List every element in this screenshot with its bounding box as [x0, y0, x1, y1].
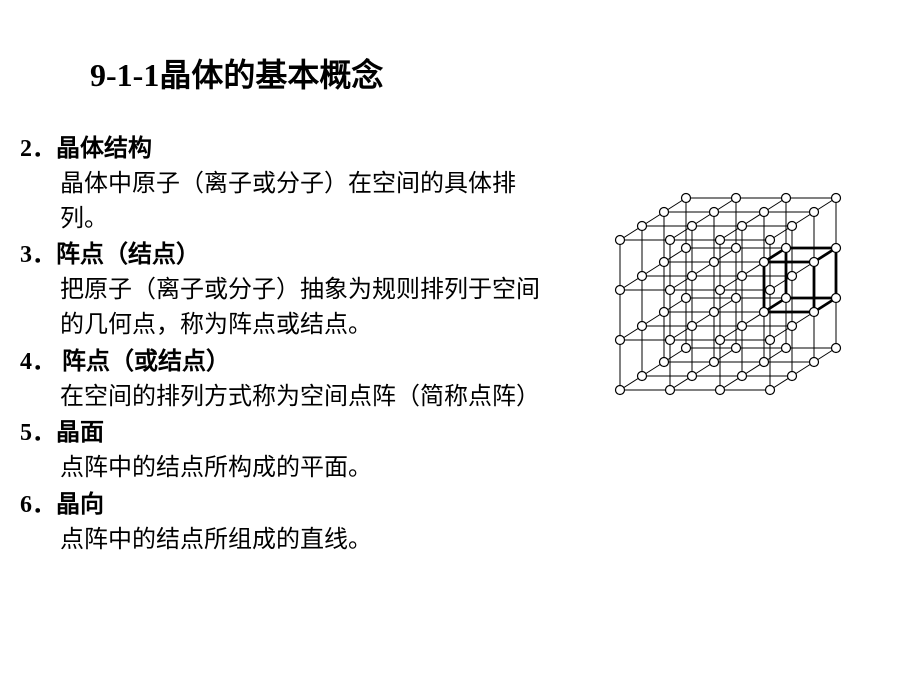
item-num: 4．	[20, 349, 56, 375]
item-header-5: 5．晶面	[20, 416, 550, 451]
lattice-diagram	[590, 140, 890, 440]
item-body-5: 点阵中的结点所构成的平面。	[60, 451, 550, 486]
item-title: 晶面	[56, 420, 104, 446]
item-title: 阵点（或结点）	[56, 349, 230, 375]
item-body-3: 把原子（离子或分子）抽象为规则排列于空间的几何点，称为阵点或结点。	[60, 273, 550, 343]
item-header-3: 3．阵点（结点）	[20, 238, 550, 273]
content-list: 2．晶体结构 晶体中原子（离子或分子）在空间的具体排列。 3．阵点（结点） 把原…	[20, 130, 550, 558]
item-num: 2．	[20, 136, 56, 162]
item-header-2: 2．晶体结构	[20, 132, 550, 167]
item-num: 6．	[20, 492, 56, 518]
item-title: 晶体结构	[56, 136, 152, 162]
item-num: 5．	[20, 420, 56, 446]
item-title: 晶向	[56, 492, 104, 518]
item-title: 阵点（结点）	[56, 242, 200, 268]
item-body-4: 在空间的排列方式称为空间点阵（简称点阵）	[60, 380, 550, 415]
item-header-4: 4． 阵点（或结点）	[20, 345, 550, 380]
item-num: 3．	[20, 242, 56, 268]
item-body-2: 晶体中原子（离子或分子）在空间的具体排列。	[60, 167, 550, 237]
page-title: 9-1-1晶体的基本概念	[90, 50, 383, 96]
item-header-6: 6．晶向	[20, 488, 550, 523]
item-body-6: 点阵中的结点所组成的直线。	[60, 523, 550, 558]
